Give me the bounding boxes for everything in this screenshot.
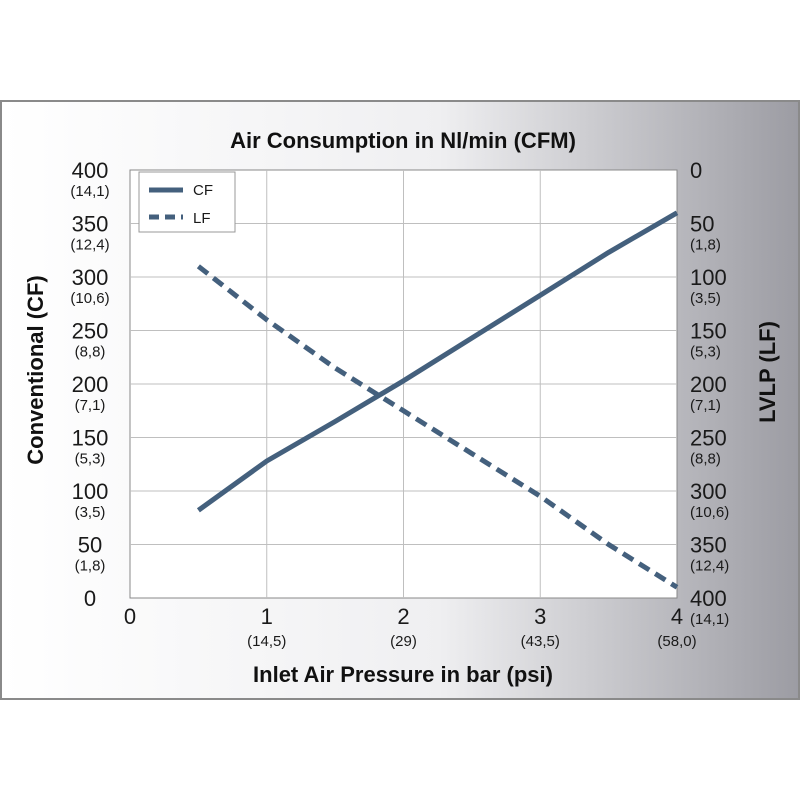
right-tick-label-250: 250	[690, 426, 727, 451]
series-line-lf	[196, 264, 679, 590]
legend: CF LF	[138, 171, 236, 233]
left-tick-sublabel-100: (3,5)	[75, 504, 106, 521]
right-tick-sublabel-400: (14,1)	[690, 611, 729, 628]
right-tick-label-300: 300	[690, 479, 727, 504]
right-tick-sublabel-300: (10,6)	[690, 504, 729, 521]
right-tick-sublabel-200: (7,1)	[690, 397, 721, 414]
left-tick-sublabel-350: (12,4)	[70, 237, 109, 254]
x-tick-sublabel-2: (29)	[390, 633, 417, 650]
right-tick-sublabel-50: (1,8)	[690, 237, 721, 254]
series-line-cf	[196, 210, 679, 513]
right-tick-label-50: 50	[690, 212, 714, 237]
left-tick-sublabel-150: (5,3)	[75, 451, 106, 468]
air-consumption-chart: 0 1(14,5)2(29)3(43,5)4(58,0) 050(1,8)100(…	[0, 100, 800, 700]
x-axis-label: Inlet Air Pressure in bar (psi)	[253, 662, 553, 687]
right-tick-sublabel-250: (8,8)	[690, 451, 721, 468]
x-tick-label-4: 4	[671, 604, 683, 629]
right-tick-label-400: 400	[690, 586, 727, 611]
left-tick-sublabel-400: (14,1)	[70, 183, 109, 200]
left-tick-sublabel-250: (8,8)	[75, 344, 106, 361]
legend-box	[138, 171, 236, 233]
left-tick-label-0: 0	[84, 586, 96, 611]
x-tick-label-1: 1	[261, 604, 273, 629]
x-tick-label-2: 2	[397, 604, 409, 629]
left-axis-ticks: 0 50(1,8) 100(3,5) 150(5,3) 200(7,1) 250(8,8)…	[70, 158, 109, 611]
left-tick-label-200: 200	[72, 372, 109, 397]
chart-title: Air Consumption in Nl/min (CFM)	[230, 128, 576, 153]
right-tick-label-100: 100	[690, 265, 727, 290]
right-axis-ticks: 0 50(1,8) 100(3,5) 150(5,3) 200(7,1) 250(8,8)…	[690, 158, 729, 628]
left-tick-label-150: 150	[72, 426, 109, 451]
left-tick-sublabel-50: (1,8)	[75, 558, 106, 575]
left-tick-sublabel-300: (10,6)	[70, 290, 109, 307]
x-tick-label-3: 3	[534, 604, 546, 629]
series-layer	[196, 210, 679, 590]
left-tick-label-50: 50	[78, 533, 102, 558]
right-tick-label-0: 0	[690, 158, 702, 183]
right-tick-label-350: 350	[690, 533, 727, 558]
x-tick-label-0: 0	[124, 604, 136, 629]
left-tick-label-100: 100	[72, 479, 109, 504]
right-tick-label-200: 200	[690, 372, 727, 397]
legend-cf-label: CF	[193, 182, 213, 199]
left-axis-label: Conventional (CF)	[23, 275, 48, 464]
left-tick-sublabel-200: (7,1)	[75, 397, 106, 414]
right-tick-label-150: 150	[690, 319, 727, 344]
legend-lf-label: LF	[193, 210, 211, 227]
right-tick-sublabel-150: (5,3)	[690, 344, 721, 361]
left-tick-label-350: 350	[72, 212, 109, 237]
x-tick-sublabel-4: (58,0)	[657, 633, 696, 650]
left-tick-label-400: 400	[72, 158, 109, 183]
left-tick-label-300: 300	[72, 265, 109, 290]
x-tick-sublabel-1: (14,5)	[247, 633, 286, 650]
x-tick-sublabel-3: (43,5)	[521, 633, 560, 650]
left-tick-label-250: 250	[72, 319, 109, 344]
chart-panel: 0 1 (14,5) 2 (29) 3 (43,5) 4 (58,0) 0 50 (1,8) 100(…	[0, 100, 800, 700]
right-tick-sublabel-100: (3,5)	[690, 290, 721, 307]
right-axis-label: LVLP (LF)	[755, 321, 780, 423]
x-axis-ticks: 0 1 (14,5) 2 (29) 3 (43,5) 4 (58,0)	[124, 604, 697, 650]
right-tick-sublabel-350: (12,4)	[690, 558, 729, 575]
